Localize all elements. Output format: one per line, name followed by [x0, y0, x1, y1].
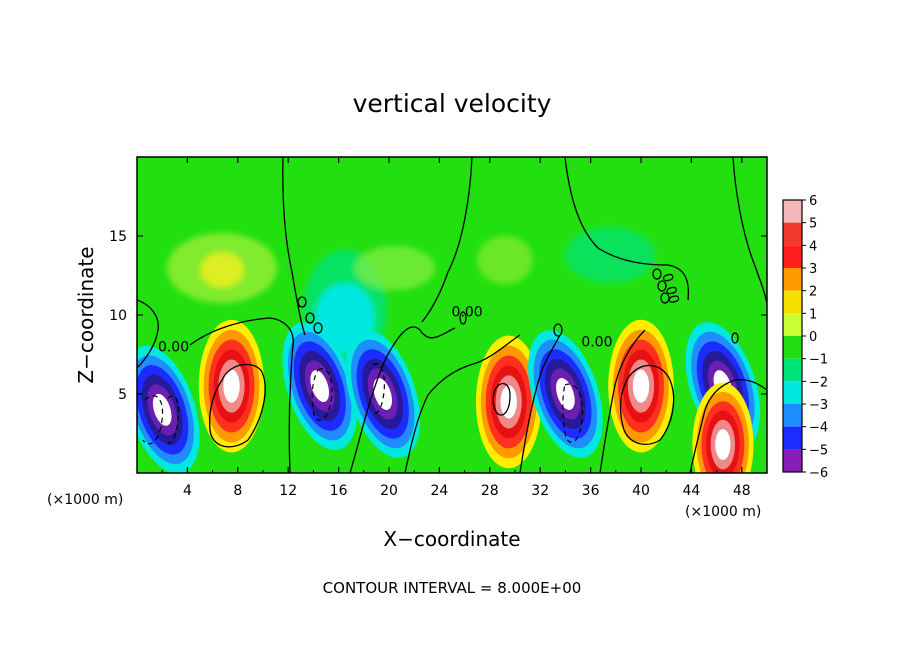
- x-tick-label: 20: [380, 483, 398, 499]
- x-unit-right: (×1000 m): [685, 504, 761, 520]
- contour-line: [297, 296, 307, 308]
- contour-label: 0.00: [158, 339, 189, 355]
- colorbar-swatch: [783, 290, 802, 314]
- cell-band: [373, 378, 393, 410]
- contour-line: [660, 292, 670, 304]
- colorbar-label: 3: [809, 262, 817, 277]
- contour-line: [208, 363, 266, 448]
- colorbar-swatch: [783, 313, 802, 336]
- cell-band: [500, 385, 517, 419]
- colorbar-swatch: [783, 381, 802, 404]
- updraft-cell: [198, 319, 265, 453]
- contour-lines: [137, 157, 767, 473]
- colorbar-swatch: [783, 336, 802, 359]
- contour-line: [519, 334, 561, 473]
- y-tick-label: 15: [109, 229, 127, 245]
- updraft-cell: [475, 335, 542, 469]
- y-tick-label: 10: [109, 308, 127, 324]
- contour-line: [421, 157, 473, 323]
- updraft-cell: [692, 382, 754, 473]
- colorbar-swatch: [783, 200, 802, 223]
- cell-band: [223, 369, 240, 403]
- x-tick-label: 8: [233, 483, 242, 499]
- field-upper-mid-right: [477, 236, 533, 284]
- cell-band: [632, 369, 650, 403]
- negative-contour: [562, 383, 584, 443]
- colorbar-swatch: [783, 426, 802, 450]
- x-unit-left: (×1000 m): [47, 492, 123, 508]
- negative-contour: [371, 363, 385, 414]
- x-tick-label: 4: [183, 483, 192, 499]
- x-tick-label: 12: [279, 483, 297, 499]
- contour-line: [349, 326, 456, 473]
- contour-line: [689, 379, 767, 473]
- colorbar-label: 4: [809, 239, 817, 254]
- x-tick-label: 44: [682, 483, 700, 499]
- contour-line: [137, 299, 159, 369]
- colorbar-label: −6: [809, 466, 828, 481]
- colorbar-label: −5: [809, 443, 828, 458]
- contour-line: [404, 334, 521, 473]
- contour-line: [657, 280, 667, 292]
- x-tick-label: 32: [531, 483, 549, 499]
- colorbar-swatch: [783, 268, 802, 291]
- negative-contour: [311, 368, 333, 421]
- chart-title: vertical velocity: [353, 89, 552, 118]
- x-tick-label: 16: [330, 483, 348, 499]
- x-tick-label: 48: [733, 483, 751, 499]
- negative-contours: [142, 363, 584, 445]
- y-axis-label: Z−coordinate: [74, 246, 98, 383]
- x-tick-label: 40: [632, 483, 650, 499]
- contour-line: [619, 364, 675, 445]
- contour-line: [492, 382, 511, 416]
- contour-line: [731, 332, 739, 344]
- x-tick-label: 36: [582, 483, 600, 499]
- contour-line: [305, 312, 315, 324]
- contour-interval-note: CONTOUR INTERVAL = 8.000E+00: [323, 579, 582, 597]
- contour-line: [189, 317, 294, 473]
- colorbar-label: 6: [809, 194, 817, 209]
- colorbar-label: −4: [809, 421, 828, 436]
- updraft-cell: [608, 319, 674, 453]
- colorbar-swatch: [783, 222, 802, 246]
- contour-line: [564, 157, 690, 301]
- downdraft-cell: [282, 322, 357, 451]
- downdraft-cell: [345, 330, 420, 458]
- colorbar-swatch: [783, 404, 802, 427]
- colorbar-label: 0: [809, 330, 817, 345]
- contour-line: [459, 311, 467, 325]
- y-tick-label: 5: [118, 387, 127, 403]
- downdraft-cell: [528, 330, 603, 458]
- cell-band: [715, 429, 731, 461]
- x-tick-label: 24: [430, 483, 448, 499]
- colorbar-swatch: [783, 358, 802, 382]
- negative-contour: [142, 395, 164, 445]
- cell-band: [556, 378, 575, 410]
- colorbar-label: −1: [809, 353, 828, 368]
- contour-label: 0.00: [581, 335, 612, 351]
- colorbar-label: −2: [809, 375, 828, 390]
- colorbar-label: 1: [809, 307, 817, 322]
- contour-line: [553, 323, 563, 337]
- field-upper-core: [200, 252, 244, 288]
- contour-line: [282, 157, 306, 336]
- x-axis-label: X−coordinate: [383, 527, 520, 551]
- colorbar: 6 5 4 3 2 1 0 −1 −2 −3 −4 −5 −6: [782, 194, 828, 481]
- contour-line: [652, 268, 662, 280]
- negative-contour: [165, 395, 180, 444]
- colorbar-swatch: [783, 245, 802, 268]
- colorbar-label: 5: [809, 217, 817, 232]
- colorbar-swatch: [783, 449, 802, 472]
- contour-label: 0.00: [452, 305, 483, 321]
- colorbar-label: 2: [809, 285, 817, 300]
- contour-line: [313, 322, 323, 334]
- contour-line: [599, 329, 646, 473]
- contour-label: 0.00: [658, 272, 682, 306]
- plot-area: 0.00 0.00 0.00 0.00: [137, 157, 767, 473]
- colorbar-label: −3: [809, 398, 828, 413]
- field-upper-mid: [355, 246, 435, 290]
- contour-line: [732, 157, 767, 306]
- x-tick-label: 28: [481, 483, 499, 499]
